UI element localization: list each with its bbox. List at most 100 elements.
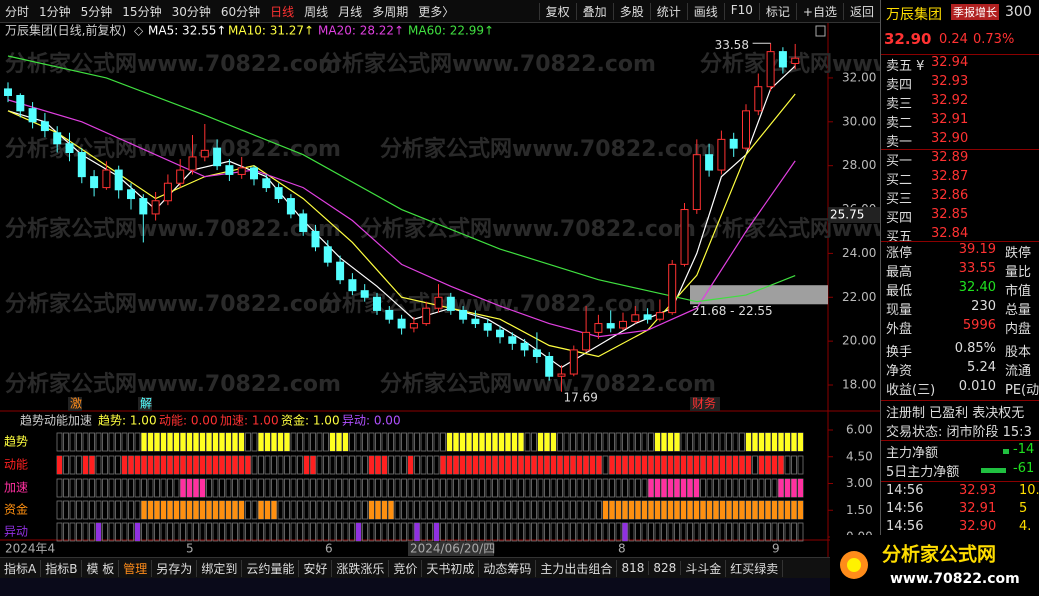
toolbar-button[interactable]: 画线	[686, 2, 724, 20]
signal-block	[622, 456, 628, 474]
toolbar-button[interactable]: 复权	[538, 2, 576, 20]
indicator-tab[interactable]: 安好	[299, 559, 333, 577]
event-marker-bg	[68, 397, 82, 411]
block-outline	[570, 432, 576, 452]
signal-block	[226, 501, 231, 519]
toolbar-button[interactable]: F10	[723, 2, 759, 20]
indicator-tab[interactable]: 斗斗金	[681, 559, 727, 577]
indicator-readout: 趋势: 1.00	[98, 414, 157, 428]
toolbar-button[interactable]: 标记	[758, 2, 796, 20]
ma-label: MA10: 31.27↑	[228, 24, 314, 38]
block-outline	[550, 522, 557, 542]
period-tab[interactable]: 60分钟	[220, 4, 261, 19]
quote-cell: 外盘	[886, 322, 913, 337]
block-outline	[570, 500, 576, 520]
block-outline	[349, 455, 355, 475]
signal-block	[258, 433, 264, 451]
block-outline	[76, 432, 82, 452]
block-outline	[121, 500, 128, 520]
signal-block	[733, 501, 738, 519]
block-outline	[635, 522, 641, 542]
indicator-tab[interactable]: 涨跌涨乐	[332, 559, 390, 577]
indicator-tab[interactable]: 天书初成	[422, 559, 480, 577]
indicator-tab[interactable]: 指标A	[0, 559, 42, 577]
y-tick-label: 20.00	[842, 334, 876, 348]
toolbar-button[interactable]: +自选	[795, 2, 843, 20]
indicator-tab[interactable]: 管理	[119, 559, 153, 577]
signal-block	[239, 433, 244, 451]
block-outline	[433, 432, 440, 452]
candle-body	[237, 167, 246, 175]
block-outline	[82, 432, 89, 452]
block-outline	[420, 455, 427, 475]
signal-block	[681, 479, 686, 497]
indicator-tab[interactable]: 主力出击组合	[536, 559, 618, 577]
block-outline	[173, 522, 180, 542]
row-label: 加速	[4, 481, 28, 495]
indicator-tab[interactable]: 指标B	[41, 559, 83, 577]
indicator-tab[interactable]: 绑定到	[197, 559, 243, 577]
signal-block	[694, 479, 699, 497]
toolbar-button[interactable]: 统计	[649, 2, 687, 20]
indicator-tab[interactable]: 另存为	[152, 559, 198, 577]
quote-cell: 300	[1005, 4, 1032, 20]
period-tab[interactable]: 周线	[304, 4, 329, 19]
period-tab[interactable]: 15分钟	[122, 4, 162, 19]
event-marker: 解	[140, 397, 152, 411]
indicator-tab[interactable]: 动态筹码	[479, 559, 537, 577]
signal-block	[772, 501, 777, 519]
period-tab[interactable]: 分时	[5, 4, 30, 19]
block-outline	[726, 522, 732, 542]
signal-block	[694, 456, 699, 474]
period-tab[interactable]: 5分钟	[80, 4, 113, 19]
indicator-tab[interactable]: 828	[649, 561, 682, 575]
period-tab[interactable]: 更多〉	[418, 4, 455, 19]
quote-cell: 32.92	[931, 93, 969, 108]
signal-block	[375, 456, 381, 474]
signal-block	[473, 456, 478, 474]
quote-cell: 买四	[886, 211, 913, 226]
period-tab[interactable]: 日线	[270, 4, 295, 19]
indicator-tab[interactable]: 红买绿卖	[726, 559, 784, 577]
signal-block	[180, 456, 186, 474]
candle-body	[668, 263, 677, 314]
period-tab[interactable]: 月线	[338, 4, 363, 19]
signal-block	[642, 501, 647, 519]
block-outline	[667, 522, 674, 542]
date-label: 6	[325, 542, 333, 556]
block-outline	[336, 500, 342, 520]
flow-bar	[981, 468, 1006, 473]
y-tick-label: 28.00	[842, 158, 876, 172]
toolbar-button[interactable]: 多股	[612, 2, 650, 20]
toolbar-button[interactable]: 返回	[842, 2, 880, 20]
block-outline	[310, 522, 316, 542]
signal-block	[219, 456, 225, 474]
block-outline	[277, 455, 284, 475]
block-outline	[401, 500, 407, 520]
y-tick-label: 1.50	[846, 503, 873, 517]
block-outline	[485, 500, 492, 520]
indicator-tab[interactable]: 云约量能	[242, 559, 300, 577]
period-tab[interactable]: 多周期	[372, 4, 409, 19]
block-outline	[427, 432, 433, 452]
candle-body	[53, 132, 62, 145]
signal-block	[772, 433, 777, 451]
signal-block	[778, 433, 784, 451]
period-tab[interactable]: 30分钟	[171, 4, 211, 19]
period-tab[interactable]: 1分钟	[39, 4, 71, 19]
toolbar-button[interactable]: 叠加	[575, 2, 613, 20]
tab-strip	[0, 578, 830, 596]
indicator-tab[interactable]: 818	[617, 561, 650, 575]
quote-cell: 换手	[886, 345, 913, 360]
block-outline	[531, 522, 537, 542]
indicator-tab[interactable]: 模 板	[82, 559, 120, 577]
indicator-readout: 动能: 0.00	[159, 414, 218, 428]
block-outline	[479, 500, 485, 520]
block-outline	[557, 500, 563, 520]
y-tick-label: 3.00	[846, 476, 873, 490]
signal-block	[785, 501, 790, 519]
signal-block	[759, 501, 764, 519]
block-outline	[173, 478, 180, 498]
indicator-tab[interactable]: 竞价	[389, 559, 423, 577]
block-outline	[557, 522, 563, 542]
